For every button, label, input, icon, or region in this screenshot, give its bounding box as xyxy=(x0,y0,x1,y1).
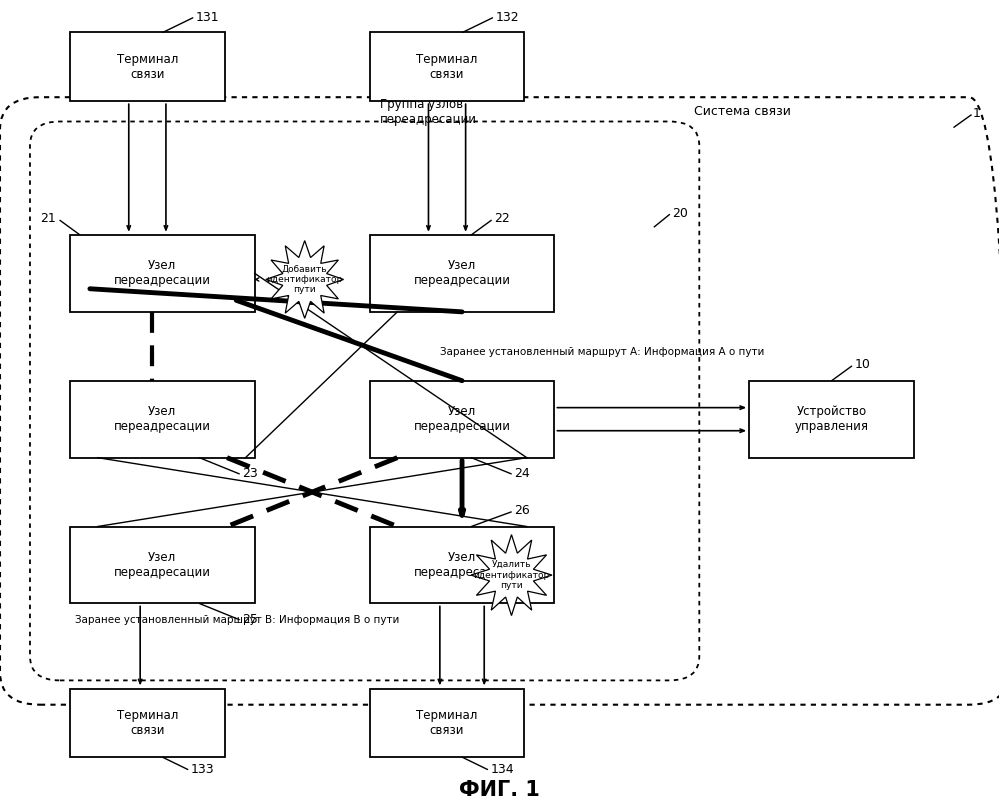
Bar xyxy=(370,688,524,757)
Text: 21: 21 xyxy=(40,212,56,225)
Bar xyxy=(70,32,225,101)
Text: Удалить
идентификатор
пути: Удалить идентификатор пути xyxy=(474,561,549,590)
Text: 132: 132 xyxy=(496,11,519,23)
Bar xyxy=(370,235,554,312)
Text: 26: 26 xyxy=(514,504,530,517)
Text: Терминал
связи: Терминал связи xyxy=(417,53,478,81)
Text: Узел
переадресации: Узел переадресации xyxy=(414,405,510,433)
Text: Устройство
управления: Устройство управления xyxy=(794,405,869,433)
Text: Терминал
связи: Терминал связи xyxy=(417,709,478,737)
Text: 24: 24 xyxy=(514,467,530,480)
Polygon shape xyxy=(471,535,552,616)
Text: Терминал
связи: Терминал связи xyxy=(117,709,178,737)
Text: 20: 20 xyxy=(672,207,688,220)
Bar xyxy=(70,526,255,603)
Bar xyxy=(70,235,255,312)
Text: 131: 131 xyxy=(196,11,220,23)
Text: 1: 1 xyxy=(973,107,981,120)
Text: Узел
переадресации: Узел переадресации xyxy=(114,551,211,579)
Text: Заранее установленный маршрут В: Информация В о пути: Заранее установленный маршрут В: Информа… xyxy=(75,615,400,625)
Text: Заранее установленный маршрут А: Информация А о пути: Заранее установленный маршрут А: Информа… xyxy=(440,347,764,357)
Text: 133: 133 xyxy=(191,763,215,776)
Bar xyxy=(749,381,914,458)
Bar xyxy=(70,688,225,757)
Text: 23: 23 xyxy=(242,467,258,480)
Text: ФИГ. 1: ФИГ. 1 xyxy=(460,780,539,799)
Text: 22: 22 xyxy=(495,212,510,225)
Text: Терминал
связи: Терминал связи xyxy=(117,53,178,81)
Bar xyxy=(370,381,554,458)
Text: Узел
переадресации: Узел переадресации xyxy=(114,405,211,433)
Text: 10: 10 xyxy=(855,358,870,371)
Text: 25: 25 xyxy=(242,613,258,626)
Text: Узел
переадресации: Узел переадресации xyxy=(414,551,510,579)
Text: Система связи: Система связи xyxy=(694,105,791,118)
Bar xyxy=(70,381,255,458)
Text: Добавить
идентификатор
пути: Добавить идентификатор пути xyxy=(267,265,343,294)
Bar xyxy=(370,32,524,101)
Text: Группа узлов
переадресации: Группа узлов переадресации xyxy=(380,98,477,126)
Text: Узел
переадресации: Узел переадресации xyxy=(414,259,510,288)
Bar xyxy=(370,526,554,603)
Text: Узел
переадресации: Узел переадресации xyxy=(114,259,211,288)
Text: 134: 134 xyxy=(491,763,514,776)
Polygon shape xyxy=(266,241,344,318)
